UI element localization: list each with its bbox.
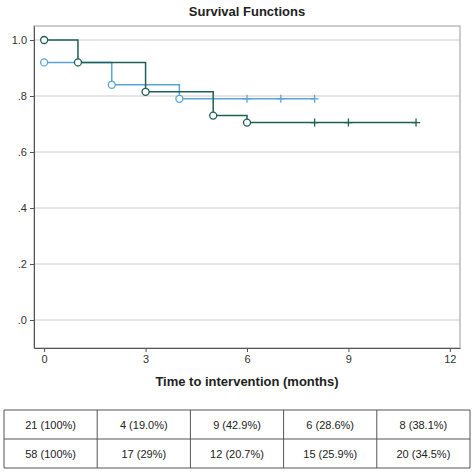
table-cell: 17 (29%)	[121, 448, 166, 460]
censor-marker	[277, 95, 285, 103]
grid-line	[34, 40, 460, 41]
x-tick: 9	[346, 348, 352, 365]
survival-line-tail	[247, 122, 416, 124]
y-tick: .2	[18, 258, 34, 270]
x-tick-label: 3	[143, 353, 149, 365]
table-cell: 21 (100%)	[25, 419, 76, 431]
table-rule	[97, 410, 98, 468]
x-tick: 6	[244, 348, 250, 365]
survival-line	[44, 62, 179, 98]
x-tick-mark	[44, 348, 45, 352]
table-cell: 6 (28.6%)	[306, 419, 354, 431]
y-tick: 1.0	[12, 34, 34, 46]
y-tick-label: .0	[18, 314, 27, 326]
table-rule	[4, 410, 5, 468]
censor-marker	[412, 119, 420, 127]
x-axis-title: Time to intervention (months)	[155, 374, 338, 389]
table-cell: 4 (19.0%)	[120, 419, 168, 431]
y-axis: .0 .2 .4 .6 .8 1.0	[12, 27, 35, 349]
y-tick-label: .2	[18, 258, 27, 270]
x-tick-label: 9	[346, 353, 352, 365]
censor-marker	[243, 95, 251, 103]
grid-line	[34, 152, 460, 153]
title: Survival Functions	[189, 4, 305, 19]
x-tick: 12	[444, 348, 456, 365]
grid-line	[34, 320, 460, 321]
y-tick-label: .8	[18, 90, 27, 102]
event-marker	[41, 37, 48, 44]
table-rule	[283, 410, 284, 468]
y-tick: .4	[18, 202, 34, 214]
series	[41, 58, 319, 102]
series	[41, 37, 420, 127]
x-tick-mark	[247, 348, 248, 352]
censor-marker	[74, 58, 82, 66]
chart: Survival Functions 0 3 6 9 12 .0 .2 .4 .6 .8 1.0 Tim…	[0, 0, 474, 474]
table-rule	[470, 410, 471, 468]
event-marker	[210, 112, 217, 119]
x-tick-label: 6	[244, 353, 250, 365]
table-rule	[190, 410, 191, 468]
censor-marker	[311, 95, 319, 103]
grid	[34, 40, 460, 320]
table-rule	[4, 468, 470, 469]
y-tick-label: 1.0	[12, 34, 27, 46]
table-cell: 8 (38.1%)	[400, 419, 448, 431]
event-marker	[41, 59, 48, 66]
y-tick: .6	[18, 146, 34, 158]
table-cell: 9 (42.9%)	[213, 419, 261, 431]
event-marker	[176, 95, 183, 102]
x-tick-label: 0	[42, 353, 48, 365]
survival-line	[44, 40, 247, 123]
censor-marker	[311, 119, 319, 127]
event-marker	[108, 81, 115, 88]
y-tick-mark	[30, 152, 34, 153]
grid-line	[34, 208, 460, 209]
y-tick-mark	[30, 208, 34, 209]
y-tick-label: .4	[18, 202, 27, 214]
table-cell: 15 (25.9%)	[303, 448, 357, 460]
y-tick-label: .6	[18, 146, 27, 158]
table-cell: 58 (100%)	[25, 448, 76, 460]
event-marker	[244, 119, 251, 126]
y-tick-mark	[30, 320, 34, 321]
table-rule	[4, 410, 470, 411]
x-tick-mark	[450, 348, 451, 352]
censor-marker	[344, 119, 352, 127]
table-cell: 12 (20.7%)	[210, 448, 264, 460]
table-cell: 20 (34.5%)	[396, 448, 450, 460]
x-tick: 0	[42, 348, 48, 365]
y-tick-mark	[30, 96, 34, 97]
event-marker	[142, 88, 149, 95]
x-axis: 0 3 6 9 12	[35, 348, 461, 365]
y-tick: .0	[18, 314, 34, 326]
plot-area	[41, 37, 420, 127]
table: 21 (100%) 4 (19.0%) 9 (42.9%) 6 (28.6%) 8 (3…	[4, 410, 470, 468]
table-rule	[376, 410, 377, 468]
x-tick-mark	[348, 348, 349, 352]
x-tick-label: 12	[444, 353, 456, 365]
plot-frame	[34, 26, 460, 348]
y-axis-line	[34, 27, 35, 349]
grid-line	[34, 264, 460, 265]
table-rule	[4, 439, 470, 440]
y-tick: .8	[18, 90, 34, 102]
y-tick-mark	[30, 40, 34, 41]
x-tick-mark	[146, 348, 147, 352]
x-tick: 3	[143, 348, 149, 365]
event-marker	[74, 59, 81, 66]
y-tick-mark	[30, 264, 34, 265]
